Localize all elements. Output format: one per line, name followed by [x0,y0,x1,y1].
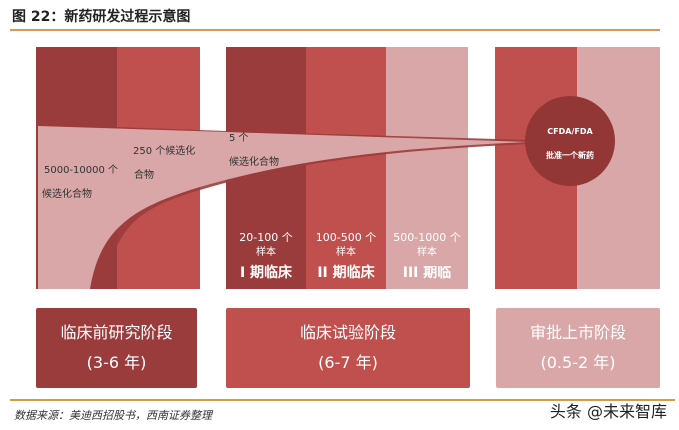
funnel-stage3-label: 候选化合物 [229,157,279,168]
phase1-count: 20-100 个 [239,231,293,244]
phase-box-approval: 审批上市阶段 (0.5-2 年) [496,308,660,388]
approval-agency: CFDA/FDA [547,127,593,136]
phase2-count: 100-500 个 [315,231,377,244]
figure-title: 图 22：新药研发过程示意图 [12,9,191,25]
phase-duration: (3-6 年) [86,353,147,372]
approval-circle [525,96,615,186]
funnel-stage1-count: 5000-10000 个 [44,165,119,176]
top-divider [10,29,660,31]
phase2-name: II 期临床 [317,265,375,281]
watermark: 头条 @未来智库 [549,402,667,421]
phase-name: 临床试验阶段 [299,323,396,342]
phase3-name: III 期临 [402,266,452,281]
bottom-divider [10,399,675,401]
approval-text: 批准一个新药 [546,151,594,160]
phase1-unit: 样本 [256,247,276,258]
funnel-stage3-count: 5 个 [229,133,249,144]
phase-duration: (0.5-2 年) [540,353,616,372]
phase-name: 审批上市阶段 [529,323,626,342]
phase-box-preclinical: 临床前研究阶段 (3-6 年) [36,308,197,388]
phase3-count: 500-1000 个 [393,231,461,244]
funnel-stage1-label: 候选化合物 [42,189,92,200]
phase-name: 临床前研究阶段 [60,323,173,342]
phase2-unit: 样本 [336,247,356,258]
funnel-shape [38,96,615,289]
funnel-stage2-count: 250 个候选化 [133,146,196,157]
phase3-bar [386,47,468,289]
phase3-unit: 样本 [417,247,437,258]
phase-box-clinical: 临床试验阶段 (6-7 年) [226,308,470,388]
funnel-stage2-label: 合物 [134,170,154,181]
phase1-name: I 期临床 [239,265,293,281]
phase-duration: (6-7 年) [318,353,378,372]
phase2-bar [306,47,386,289]
source-note: 数据来源：美迪西招股书，西南证券整理 [14,409,212,422]
